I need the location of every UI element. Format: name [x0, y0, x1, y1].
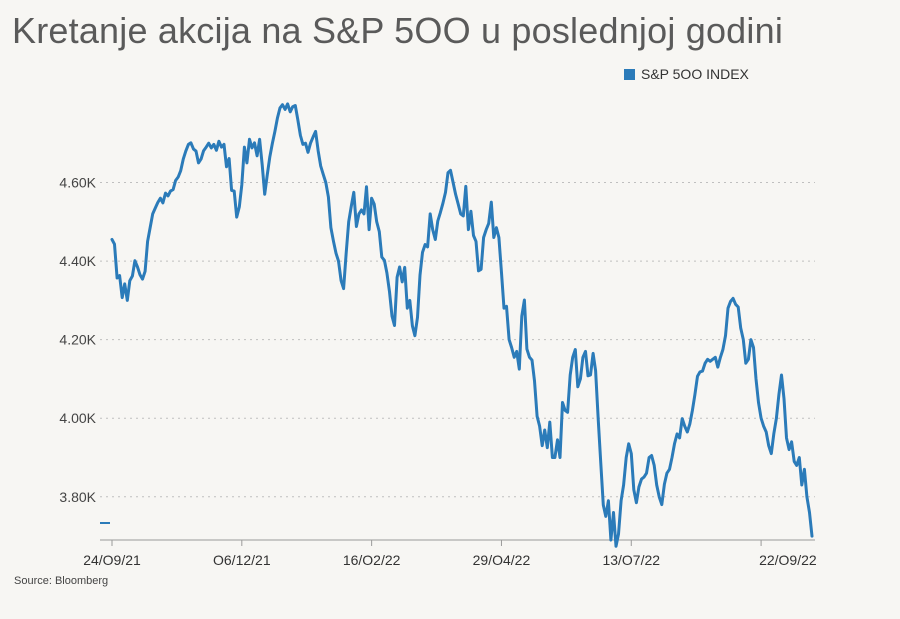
chart-title: Kretanje akcija na S&P 5OO u poslednjoj …: [12, 10, 784, 51]
legend-swatch: [624, 68, 635, 80]
y-tick-label: 4.60K: [59, 175, 96, 191]
x-tick-label: 16/O2/22: [343, 552, 401, 568]
series-layer: [110, 102, 814, 548]
legend: S&P 5OO INDEX: [624, 66, 749, 82]
y-tick-label: 4.40K: [59, 253, 96, 269]
y-tick-label: 4.20K: [59, 332, 96, 348]
x-tick-label: 24/O9/21: [83, 552, 141, 568]
x-tick-label: 22/O9/22: [759, 552, 817, 568]
y-tick-labels: 3.80K 4.00K 4.20K 4.40K 4.60K: [59, 175, 96, 505]
x-axis: [100, 522, 815, 546]
y-tick-label: 3.80K: [59, 489, 96, 505]
x-tick-label: 29/O4/22: [473, 552, 531, 568]
legend-label: S&P 5OO INDEX: [641, 66, 749, 82]
series-line-sp500: [110, 102, 814, 548]
x-tick-labels: 24/O9/21 O6/12/21 16/O2/22 29/O4/22 13/O7/22…: [83, 552, 817, 568]
x-tick-label: O6/12/21: [213, 552, 271, 568]
source-note: Source: Bloomberg: [14, 575, 109, 587]
gridlines: [100, 182, 815, 498]
x-tick-label: 13/O7/22: [602, 552, 660, 568]
y-tick-label: 4.00K: [59, 410, 96, 426]
